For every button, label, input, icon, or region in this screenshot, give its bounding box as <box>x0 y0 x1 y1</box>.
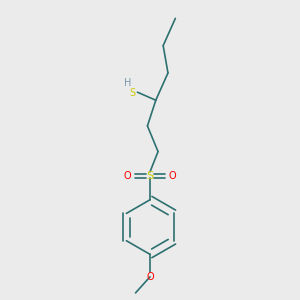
Text: O: O <box>146 272 154 282</box>
Text: S: S <box>129 88 136 98</box>
Text: S: S <box>146 171 154 181</box>
Text: O: O <box>124 171 131 181</box>
Text: O: O <box>169 171 176 181</box>
Text: H: H <box>124 78 131 88</box>
